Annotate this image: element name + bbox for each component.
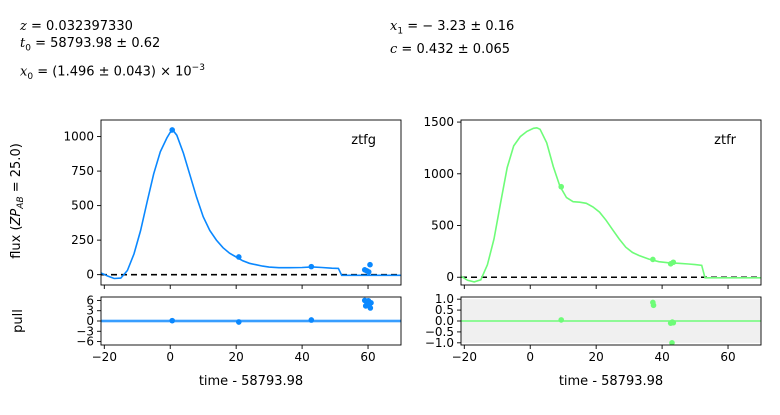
flux-panel-ztfr: ztfr 0 500 1000 1500 (423, 115, 762, 289)
data-point (308, 263, 315, 270)
x-tick-label: 60 (720, 350, 735, 364)
pull-marker (669, 340, 675, 345)
parameter-line: c = 0.432 ± 0.065 (390, 41, 511, 57)
x-tick-label: 20 (589, 350, 604, 364)
parameter-line: z = 0.032397330 (20, 19, 133, 34)
parameter-line: x0 = (1.496 ± 0.043) × 10−3 (20, 62, 205, 82)
fit-parameters-right: x1 = − 3.23 ± 0.16 c = 0.432 ± 0.065 (390, 18, 514, 58)
y-tick-label: 500 (431, 219, 454, 233)
pull-marker (308, 317, 315, 323)
model-curve (461, 126, 761, 283)
data-point (650, 256, 656, 263)
data-marker (308, 263, 315, 270)
data-marker (367, 261, 373, 268)
y-tick-label: 0.5 (435, 303, 454, 317)
y-axis-label-pull: pull (11, 309, 26, 333)
data-marker (236, 254, 242, 260)
data-point (365, 269, 372, 275)
pull-marker (367, 305, 374, 311)
flux-panel-ztfg: ztfg 0 250 500 750 1000 (63, 119, 402, 289)
parameter-line: t0 = 58793.98 ± 0.62 (20, 36, 161, 54)
data-marker (169, 127, 176, 133)
y-tick-label: 1.0 (435, 292, 454, 306)
x-axis-label: time - 58793.98 (199, 374, 303, 389)
data-point (367, 261, 373, 268)
data-point (670, 259, 677, 266)
model-curve (101, 130, 401, 280)
pull-marker (670, 319, 677, 326)
y-tick-label: 1500 (423, 115, 454, 129)
x-tick-label: 0 (526, 350, 534, 364)
axes-frame (100, 119, 402, 286)
y-tick-label: 3 (86, 304, 94, 318)
y-tick-label: 750 (71, 164, 94, 178)
data-point (558, 183, 565, 190)
data-marker (650, 256, 656, 263)
parameter-line: x1 = − 3.23 ± 0.16 (390, 19, 515, 37)
y-tick-label: 0 (86, 314, 94, 328)
data-marker (670, 259, 677, 266)
y-tick-label: 1000 (423, 167, 454, 181)
y-tick-label: 0.0 (435, 314, 454, 328)
pull-panel-ztfr: −20 0 20 40 60 −1.0−0.50.00.51.0 time - 58793.… (425, 292, 762, 389)
x-tick-label: 60 (360, 350, 375, 364)
data-marker (365, 269, 372, 275)
y-tick-label: 500 (71, 199, 94, 213)
x-tick-label: −20 (92, 350, 117, 364)
y-tick-label: 0 (446, 270, 454, 284)
y-tick-label: 1000 (63, 130, 94, 144)
y-tick-label: −3 (76, 324, 94, 338)
y-tick-label: −6 (76, 335, 94, 349)
data-point (236, 254, 242, 260)
x-tick-label: 40 (294, 350, 309, 364)
pull-marker (650, 302, 657, 309)
pull-marker (236, 319, 242, 325)
fit-parameters-left: z = 0.032397330 t0 = 58793.98 ± 0.62 x0 = … (20, 18, 205, 86)
pull-marker (368, 300, 374, 306)
y-tick-label: 250 (71, 233, 94, 247)
x-axis-label: time - 58793.98 (559, 374, 663, 389)
data-point (169, 127, 176, 133)
y-tick-label: 0 (86, 268, 94, 282)
pull-marker (169, 317, 176, 324)
data-marker (558, 183, 565, 190)
x-tick-label: 20 (229, 350, 244, 364)
y-tick-label: −1.0 (425, 336, 454, 350)
axes-frame (460, 119, 762, 286)
y-tick-label: −0.5 (425, 325, 454, 339)
pull-marker (558, 317, 565, 323)
x-tick-label: 40 (654, 350, 669, 364)
band-label: ztfr (714, 133, 736, 148)
x-tick-label: 0 (166, 350, 174, 364)
pull-band (101, 319, 401, 323)
band-label: ztfg (351, 133, 376, 148)
y-axis-label-flux: flux (ZPAB = 25.0) (9, 143, 26, 259)
x-tick-label: −20 (452, 350, 477, 364)
y-tick-label: 6 (86, 293, 94, 307)
